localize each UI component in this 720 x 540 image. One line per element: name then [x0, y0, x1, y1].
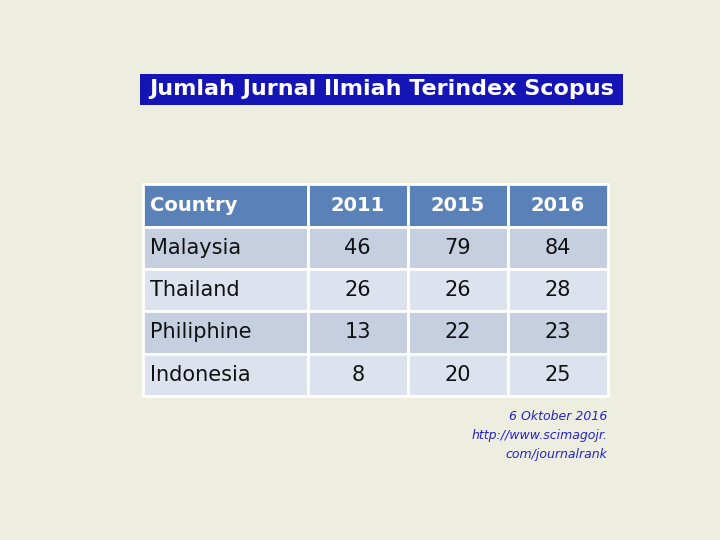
Text: 25: 25: [544, 364, 571, 384]
Text: 6 Oktober 2016
http://www.scimagojr.
com/journalrank: 6 Oktober 2016 http://www.scimagojr. com…: [472, 410, 608, 461]
Text: 26: 26: [344, 280, 371, 300]
FancyBboxPatch shape: [307, 184, 408, 226]
FancyBboxPatch shape: [143, 226, 307, 269]
Text: 23: 23: [544, 322, 571, 342]
FancyBboxPatch shape: [143, 311, 307, 354]
Text: Jumlah Jurnal Ilmiah Terindex Scopus: Jumlah Jurnal Ilmiah Terindex Scopus: [149, 79, 614, 99]
FancyBboxPatch shape: [508, 226, 608, 269]
Text: Malaysia: Malaysia: [150, 238, 242, 258]
Text: Thailand: Thailand: [150, 280, 240, 300]
FancyBboxPatch shape: [307, 269, 408, 311]
FancyBboxPatch shape: [143, 354, 307, 396]
FancyBboxPatch shape: [307, 354, 408, 396]
Text: 84: 84: [544, 238, 571, 258]
FancyBboxPatch shape: [143, 269, 307, 311]
Text: 79: 79: [444, 238, 471, 258]
FancyBboxPatch shape: [508, 354, 608, 396]
Text: 20: 20: [444, 364, 471, 384]
FancyBboxPatch shape: [307, 311, 408, 354]
Text: 28: 28: [544, 280, 571, 300]
FancyBboxPatch shape: [508, 269, 608, 311]
FancyBboxPatch shape: [408, 184, 508, 226]
FancyBboxPatch shape: [408, 354, 508, 396]
FancyBboxPatch shape: [143, 184, 307, 226]
Text: Philiphine: Philiphine: [150, 322, 252, 342]
Text: 8: 8: [351, 364, 364, 384]
FancyBboxPatch shape: [408, 226, 508, 269]
Text: 22: 22: [444, 322, 471, 342]
FancyBboxPatch shape: [408, 269, 508, 311]
Text: 2016: 2016: [531, 196, 585, 215]
Text: 13: 13: [344, 322, 371, 342]
Text: 46: 46: [344, 238, 371, 258]
Text: Indonesia: Indonesia: [150, 364, 251, 384]
FancyBboxPatch shape: [508, 311, 608, 354]
Text: 2015: 2015: [431, 196, 485, 215]
FancyBboxPatch shape: [508, 184, 608, 226]
FancyBboxPatch shape: [140, 74, 623, 105]
Text: 26: 26: [444, 280, 471, 300]
Text: Country: Country: [150, 196, 238, 215]
FancyBboxPatch shape: [408, 311, 508, 354]
Text: 2011: 2011: [330, 196, 385, 215]
FancyBboxPatch shape: [307, 226, 408, 269]
